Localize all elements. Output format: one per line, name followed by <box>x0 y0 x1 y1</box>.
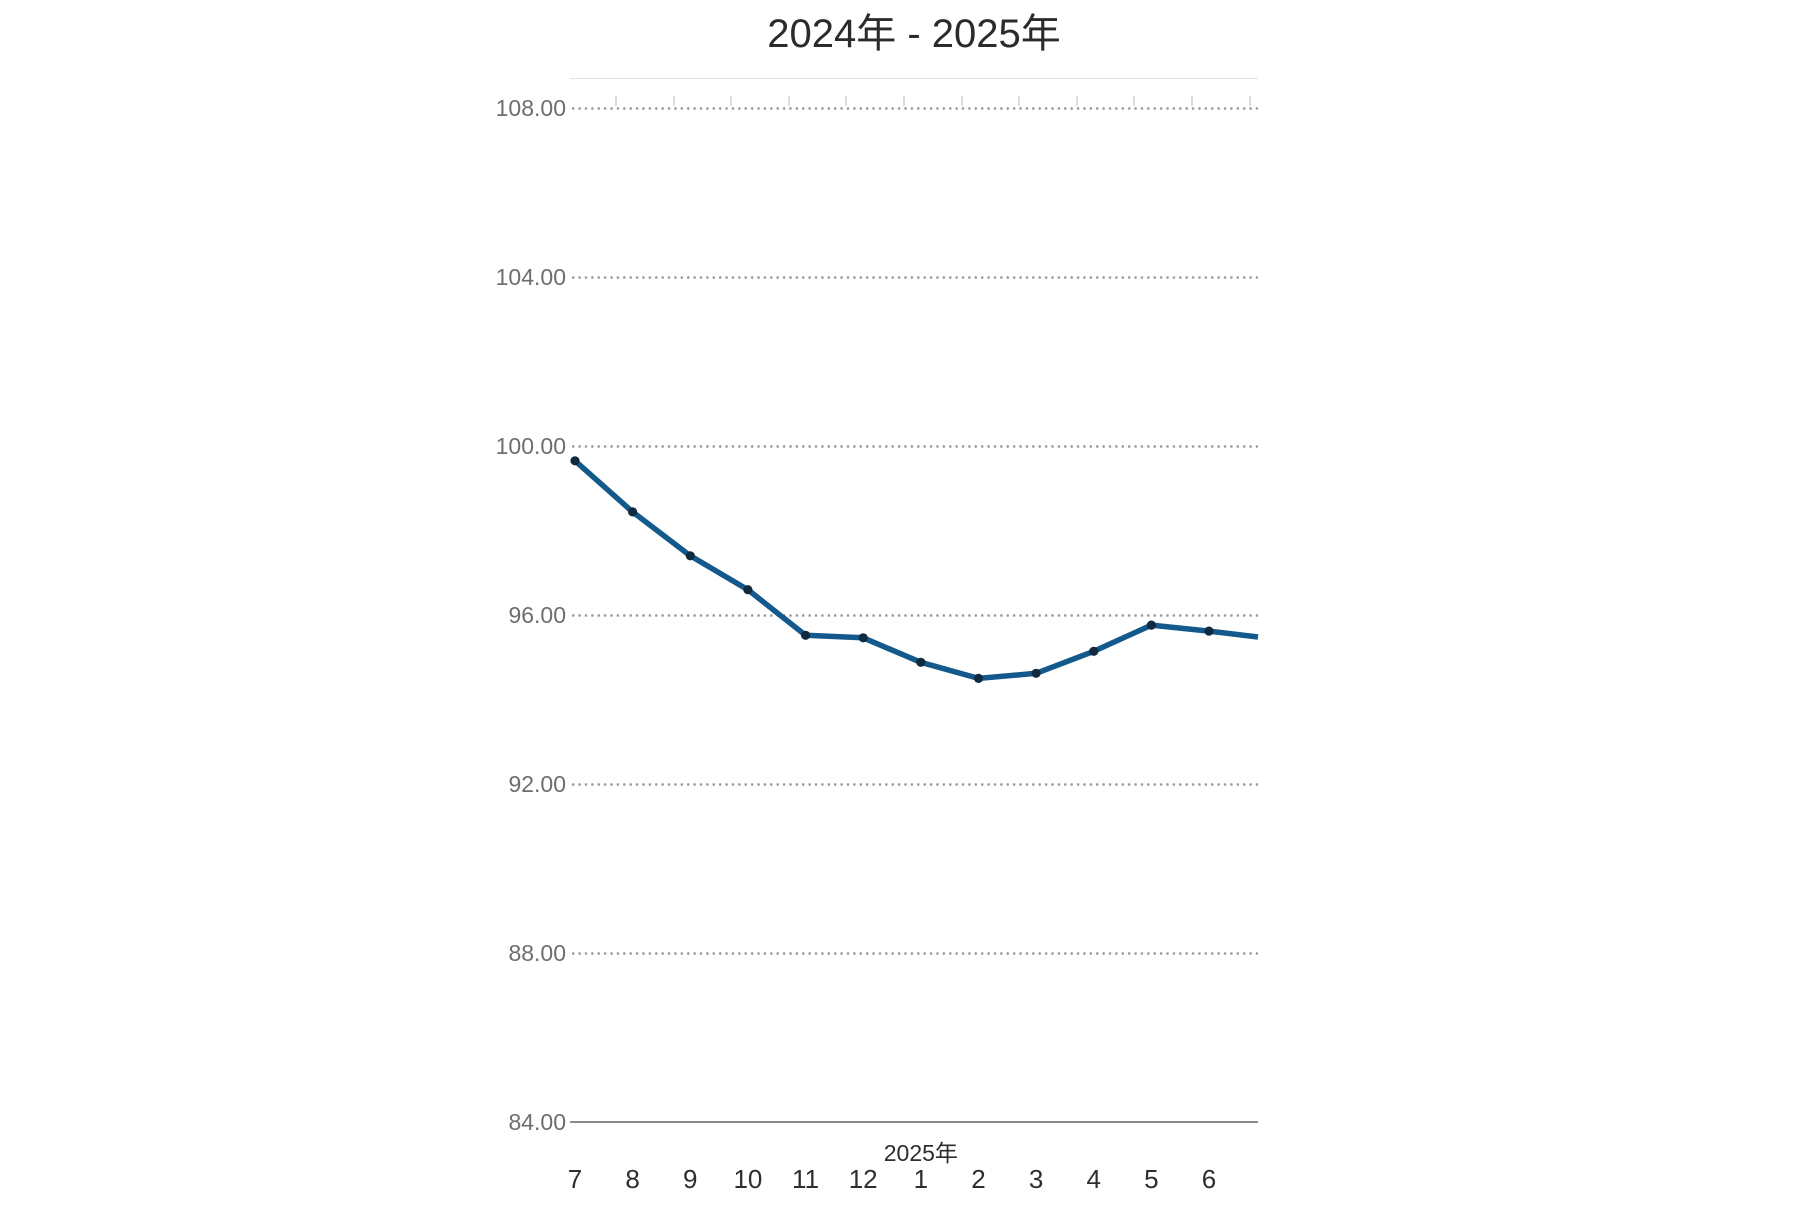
gridline-92.00 <box>570 782 1258 786</box>
y-tick-label: 100.00 <box>495 433 566 459</box>
x-tick-label-month-9: 9 <box>683 1164 698 1194</box>
gridline-88.00 <box>570 951 1258 955</box>
top-minor-tick <box>1133 96 1136 106</box>
top-minor-tick <box>960 96 963 106</box>
y-tick-label: 84.00 <box>508 1109 566 1135</box>
data-point-marker <box>801 630 811 640</box>
x-tick-label-month-4: 4 <box>1086 1164 1101 1194</box>
top-minor-tick <box>1018 96 1021 106</box>
top-minor-tick <box>730 96 733 106</box>
line-chart-plot-area <box>570 456 1259 684</box>
data-point-marker <box>743 585 753 595</box>
gridline-100.00 <box>570 444 1258 448</box>
top-minor-tick <box>1248 96 1251 106</box>
plot-top-border <box>570 78 1258 79</box>
gridline-96.00 <box>570 613 1258 617</box>
gridline-104.00 <box>570 275 1258 279</box>
series-line <box>573 458 1259 682</box>
data-point-marker <box>1204 626 1214 636</box>
x-tick-label-month-12: 12 <box>848 1164 878 1194</box>
y-tick-label: 88.00 <box>508 940 566 966</box>
data-point-marker <box>916 657 926 667</box>
data-point-marker <box>973 673 984 684</box>
x-year-label: 2025年 <box>883 1140 958 1166</box>
top-minor-tick <box>672 96 675 106</box>
data-point-marker <box>1089 646 1099 656</box>
x-tick-label-month-11: 11 <box>792 1164 820 1194</box>
x-tick-label-month-10: 10 <box>733 1164 763 1194</box>
y-tick-label: 108.00 <box>495 95 566 121</box>
top-minor-tick <box>787 96 790 106</box>
top-minor-tick <box>1191 96 1193 106</box>
x-tick-label-month-5: 5 <box>1144 1164 1159 1194</box>
top-minor-tick <box>903 96 905 106</box>
y-tick-label: 92.00 <box>508 771 566 797</box>
data-point-marker <box>628 507 638 517</box>
data-point-marker <box>570 456 580 466</box>
chart-title: 2024年 - 2025年 <box>767 12 1061 56</box>
x-tick-label-month-7: 7 <box>567 1164 583 1194</box>
y-tick-label: 96.00 <box>508 602 566 628</box>
x-tick-label-month-1: 1 <box>913 1164 929 1194</box>
data-point-marker <box>1031 668 1041 678</box>
data-point-marker <box>1146 620 1156 630</box>
x-tick-label-month-8: 8 <box>625 1164 640 1194</box>
x-axis-line <box>570 1121 1258 1123</box>
y-tick-label: 104.00 <box>495 264 566 290</box>
data-point-marker <box>685 551 695 561</box>
data-point-marker <box>858 633 868 643</box>
gridline-108.00 <box>570 106 1258 110</box>
top-minor-tick <box>615 96 617 106</box>
top-minor-tick <box>1075 96 1078 106</box>
top-minor-tick <box>845 96 848 106</box>
x-tick-label-month-6: 6 <box>1201 1164 1217 1194</box>
x-tick-label-month-2: 2 <box>971 1164 986 1194</box>
x-tick-label-month-3: 3 <box>1028 1164 1044 1194</box>
